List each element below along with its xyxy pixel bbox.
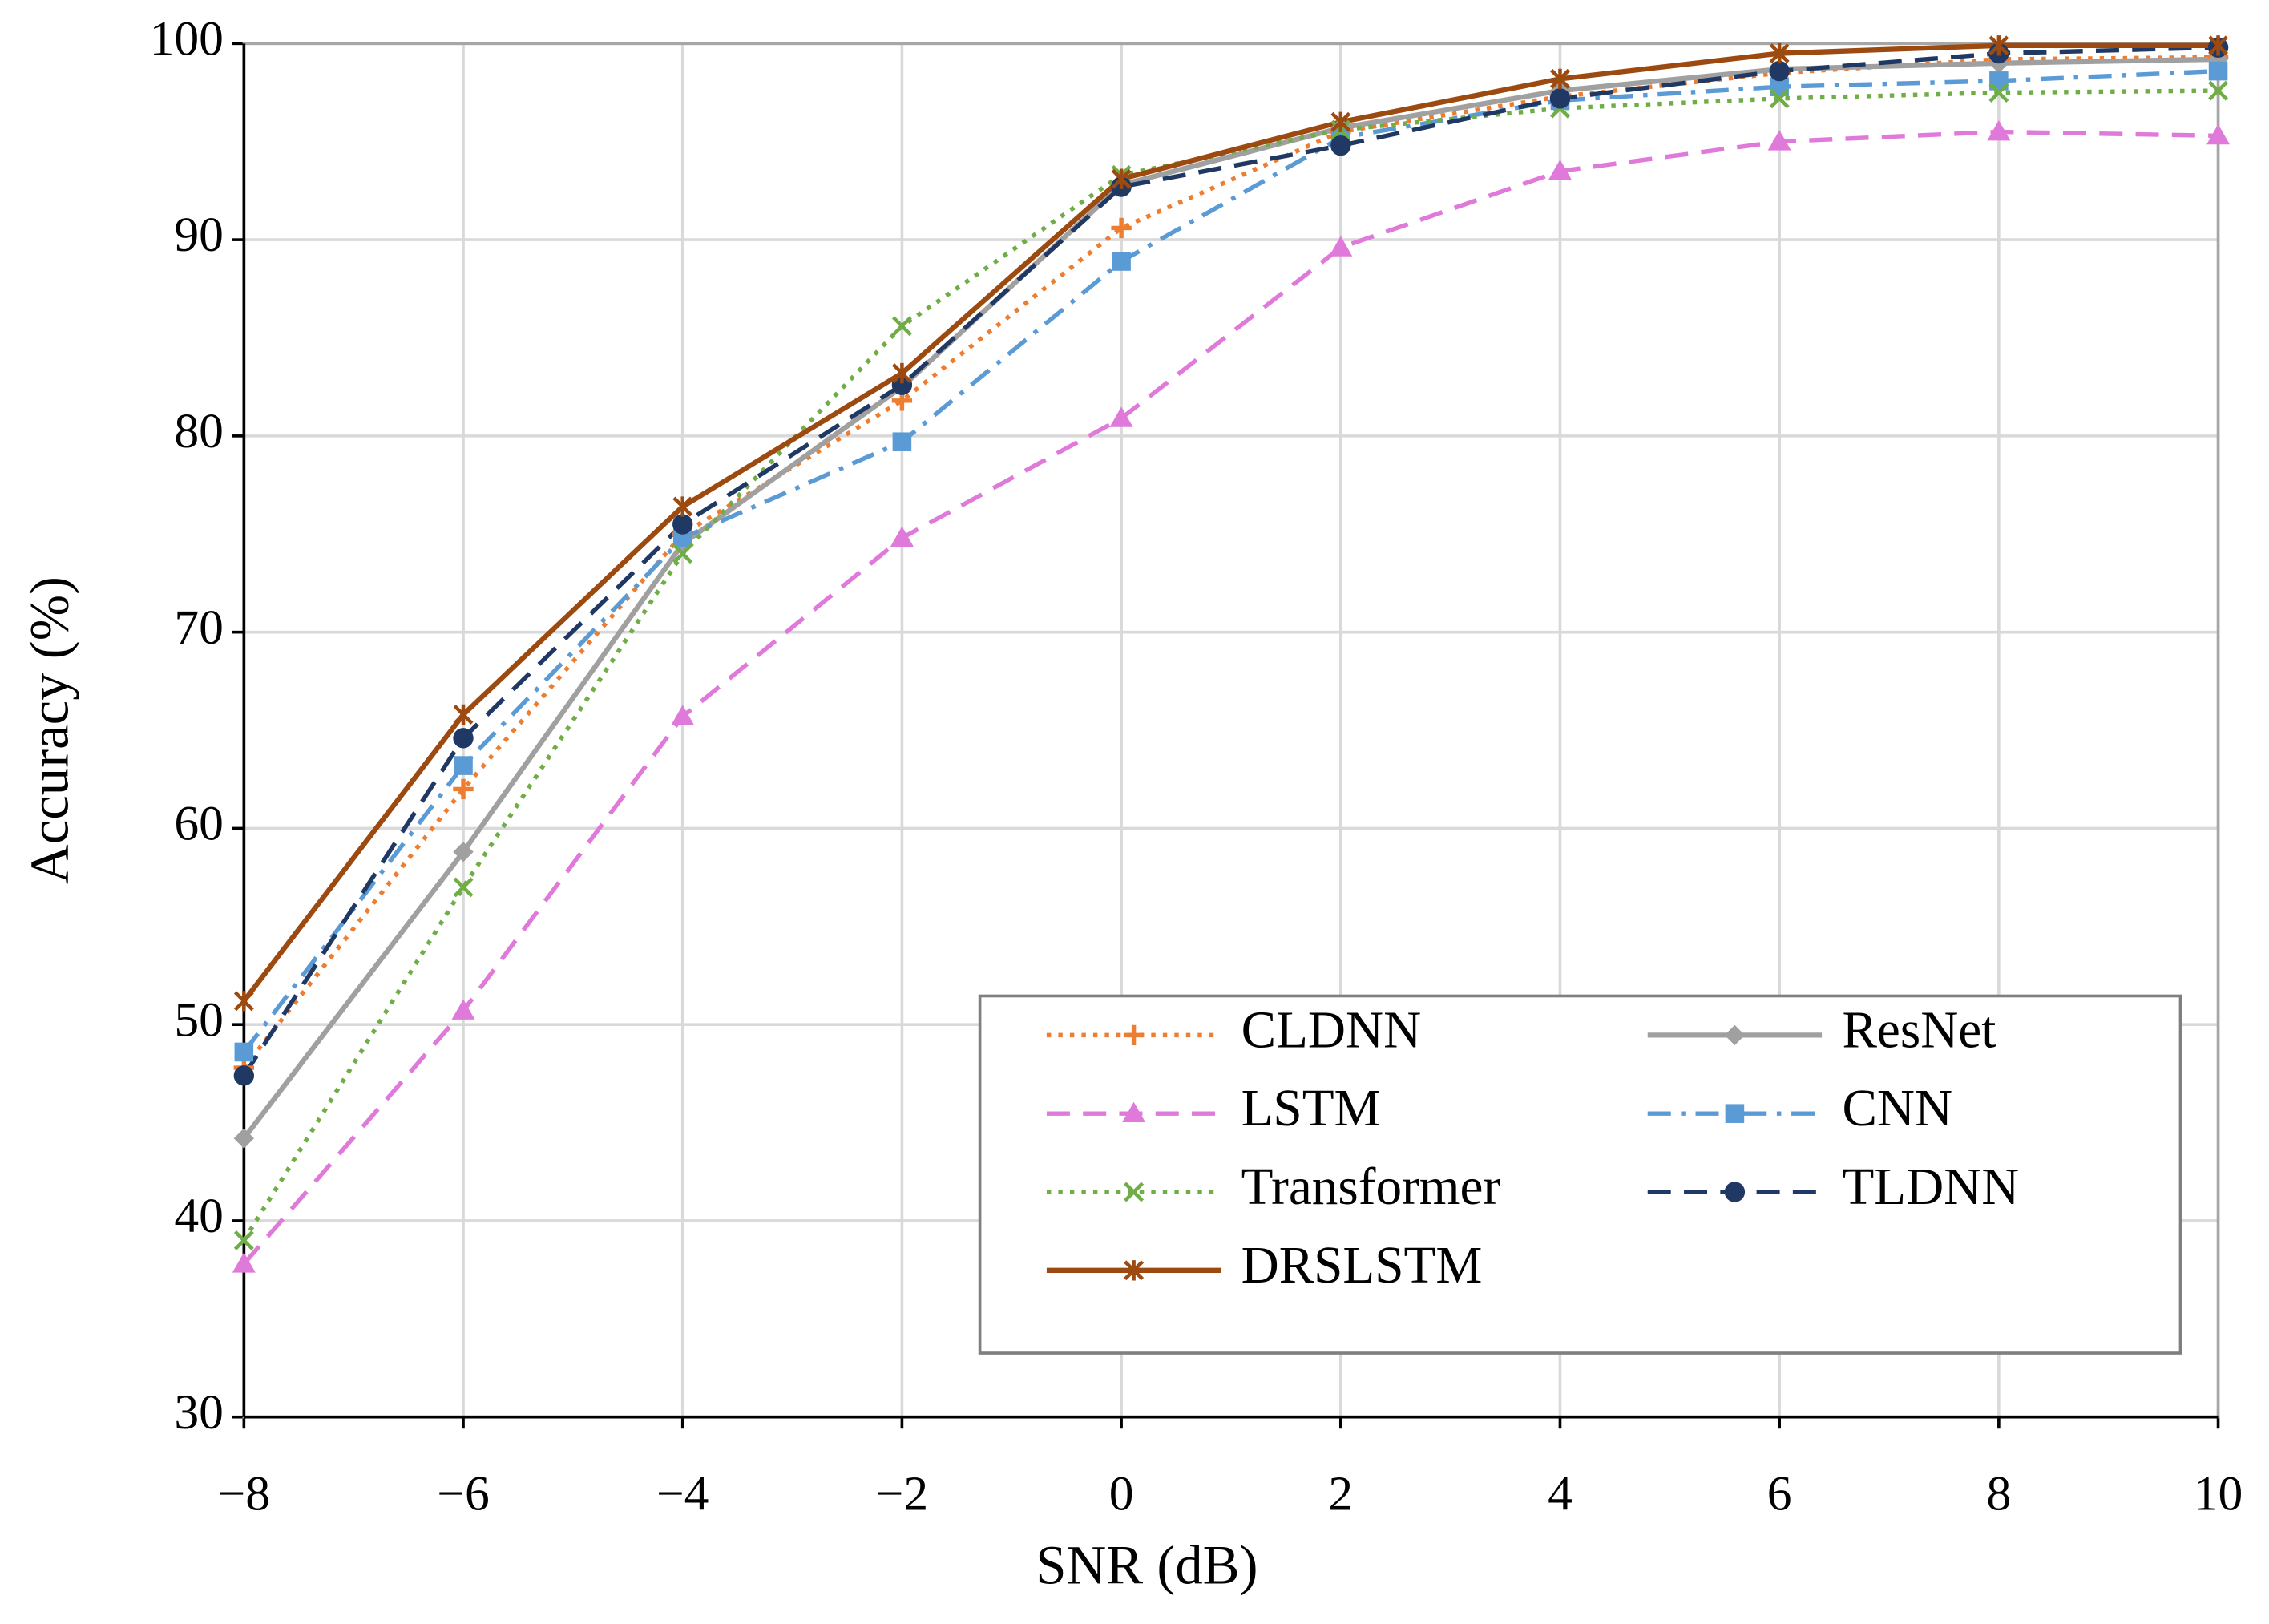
marker (1725, 1104, 1745, 1123)
legend-box (978, 994, 2182, 1355)
marker (1548, 159, 1572, 180)
marker (1330, 135, 1351, 156)
marker (2208, 61, 2228, 81)
x-tick-label: −8 (218, 1466, 271, 1521)
marker (672, 514, 693, 535)
marker (892, 432, 912, 451)
marker (891, 316, 912, 337)
legend-label: CLDNN (1241, 1001, 1422, 1059)
y-tick-label: 90 (174, 208, 224, 262)
marker (2208, 80, 2229, 101)
marker (1724, 1024, 1746, 1046)
marker (1550, 68, 1570, 90)
marker (1124, 1260, 1145, 1281)
marker (1549, 88, 1571, 109)
marker (891, 362, 912, 384)
x-axis-label: SNR (dB) (1036, 1535, 1258, 1596)
marker (1769, 42, 1790, 64)
x-tick-label: 6 (1767, 1466, 1792, 1521)
legend-label: TLDNN (1842, 1158, 2019, 1216)
marker (890, 526, 914, 547)
marker (1111, 168, 1132, 189)
y-tick-label: 80 (174, 404, 224, 459)
x-tick-label: 4 (1548, 1466, 1573, 1521)
marker (1112, 252, 1131, 271)
x-tick-label: 2 (1328, 1466, 1353, 1521)
marker (1123, 1024, 1145, 1046)
x-tick-label: −2 (876, 1466, 929, 1521)
marker (2206, 123, 2231, 145)
legend: CLDNN ResNet LSTM CNN Transformer TLDNN DRSLST… (978, 994, 2182, 1355)
x-tick-label: 0 (1109, 1466, 1134, 1521)
marker (1988, 83, 2009, 103)
marker (234, 1042, 254, 1062)
y-tick-label: 30 (174, 1385, 224, 1440)
legend-label: Transformer (1241, 1158, 1501, 1216)
legend-label: ResNet (1842, 1001, 1996, 1059)
legend-label: CNN (1842, 1080, 1952, 1137)
series-line (241, 42, 2219, 1003)
marker (233, 1065, 255, 1086)
series-line (242, 129, 2219, 1266)
legend-label: LSTM (1241, 1080, 1381, 1137)
marker (453, 728, 474, 749)
marker (1122, 1101, 1146, 1123)
marker (671, 705, 695, 725)
marker (1767, 130, 1791, 151)
marker (672, 528, 692, 547)
marker (1769, 88, 1790, 109)
marker (1124, 1182, 1145, 1202)
y-tick-label: 50 (174, 992, 224, 1047)
marker (672, 543, 693, 564)
marker (453, 877, 474, 898)
marker (1329, 236, 1353, 257)
marker (1330, 111, 1351, 132)
y-tick-label: 40 (174, 1189, 224, 1243)
marker (1769, 60, 1790, 82)
legend-label: DRSLSTM (1241, 1237, 1483, 1295)
marker (2208, 35, 2229, 56)
marker (1988, 35, 2009, 56)
marker (453, 704, 474, 725)
marker (233, 1230, 254, 1250)
marker (453, 778, 474, 800)
y-tick-label: 100 (150, 11, 224, 66)
marker (233, 991, 254, 1012)
x-tick-label: 10 (2194, 1466, 2243, 1521)
x-tick-label: −4 (656, 1466, 709, 1521)
marker (1724, 1182, 1746, 1202)
y-tick-label: 60 (174, 797, 224, 851)
marker (1987, 119, 2011, 141)
series-line (242, 55, 2219, 1069)
y-axis-label: Accuracy (%) (19, 576, 80, 884)
marker (672, 496, 693, 517)
marker (454, 756, 473, 775)
marker (1111, 217, 1132, 239)
y-tick-label: 70 (174, 600, 224, 655)
series-line (241, 56, 2219, 1141)
series-line (242, 68, 2219, 1054)
marker (232, 1252, 256, 1273)
series-line (242, 45, 2219, 1077)
x-tick-label: −6 (437, 1466, 490, 1521)
x-tick-label: 8 (1986, 1466, 2011, 1521)
marker (1109, 406, 1133, 427)
marker (451, 999, 475, 1020)
marker (453, 842, 474, 862)
